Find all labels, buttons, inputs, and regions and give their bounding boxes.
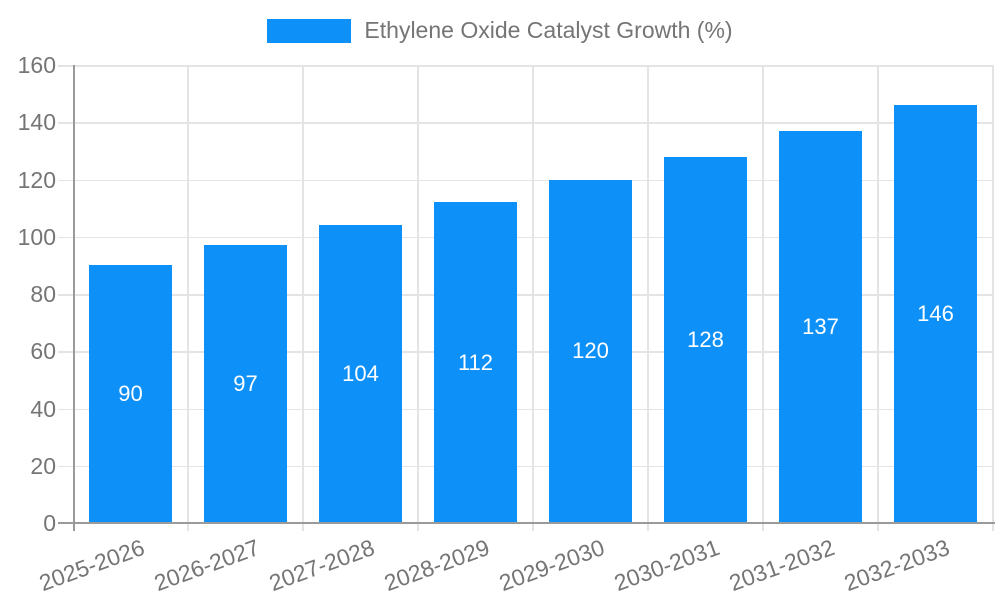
bar-value-label: 120 (572, 338, 609, 364)
bar[interactable]: 146 (893, 105, 978, 523)
bar[interactable]: 90 (88, 265, 173, 523)
x-tick-label: 2030-2031 (610, 534, 723, 597)
bar[interactable]: 120 (548, 179, 633, 523)
bar-value-label: 97 (233, 371, 258, 397)
bar[interactable]: 112 (433, 202, 518, 523)
grid-line-h (58, 65, 993, 67)
y-tick-label: 100 (17, 223, 56, 250)
bar-value-label: 90 (118, 381, 143, 407)
grid-line-h (58, 122, 993, 124)
x-tick-label: 2026-2027 (150, 534, 263, 597)
x-axis-line (58, 522, 995, 524)
y-tick-label: 140 (17, 109, 56, 136)
grid-line-v (877, 65, 879, 531)
grid-line-h (58, 465, 993, 468)
y-tick-label: 160 (17, 52, 56, 78)
grid-line-v (992, 65, 994, 531)
x-tick-label: 2027-2028 (265, 534, 378, 597)
grid-line-v (762, 65, 764, 531)
y-tick-label: 120 (17, 166, 56, 193)
bar-value-label: 104 (342, 361, 379, 387)
bar-value-label: 128 (687, 326, 724, 352)
y-tick-label: 20 (30, 452, 56, 479)
grid-line-v (302, 65, 304, 531)
bar[interactable]: 97 (203, 245, 288, 523)
x-tick-label: 2025-2026 (35, 534, 148, 597)
grid-line-v (187, 65, 189, 531)
bar[interactable]: 104 (318, 225, 403, 523)
grid-line-h (58, 294, 993, 296)
bar-value-label: 112 (457, 349, 494, 375)
plot-area: 90 97 104 112 120 128 137 146 (58, 65, 994, 531)
legend-swatch-icon (267, 18, 352, 43)
grid-line-h (58, 408, 993, 410)
y-axis-line (73, 65, 75, 531)
x-tick-label: 2029-2030 (495, 534, 608, 597)
grid-line-v (417, 65, 419, 531)
grid-line-h (58, 351, 993, 353)
bar-value-label: 137 (802, 313, 839, 339)
grid-line-v (647, 65, 649, 531)
x-tick-label: 2031-2032 (725, 534, 838, 597)
grid-line-h (58, 179, 993, 181)
grid-line-h (58, 236, 993, 239)
grid-line-v (532, 65, 534, 531)
bar-value-label: 146 (917, 301, 954, 327)
x-tick-label: 2028-2029 (380, 534, 493, 597)
y-tick-label: 80 (30, 281, 56, 307)
y-tick-label: 0 (43, 510, 56, 536)
legend[interactable]: Ethylene Oxide Catalyst Growth (%) (0, 17, 1000, 44)
y-tick-label: 60 (30, 338, 56, 365)
x-tick-label: 2032-2033 (840, 534, 953, 597)
y-tick-label: 40 (30, 395, 56, 422)
bar[interactable]: 128 (663, 156, 748, 523)
bar[interactable]: 137 (778, 130, 863, 523)
legend-label: Ethylene Oxide Catalyst Growth (%) (364, 17, 733, 43)
